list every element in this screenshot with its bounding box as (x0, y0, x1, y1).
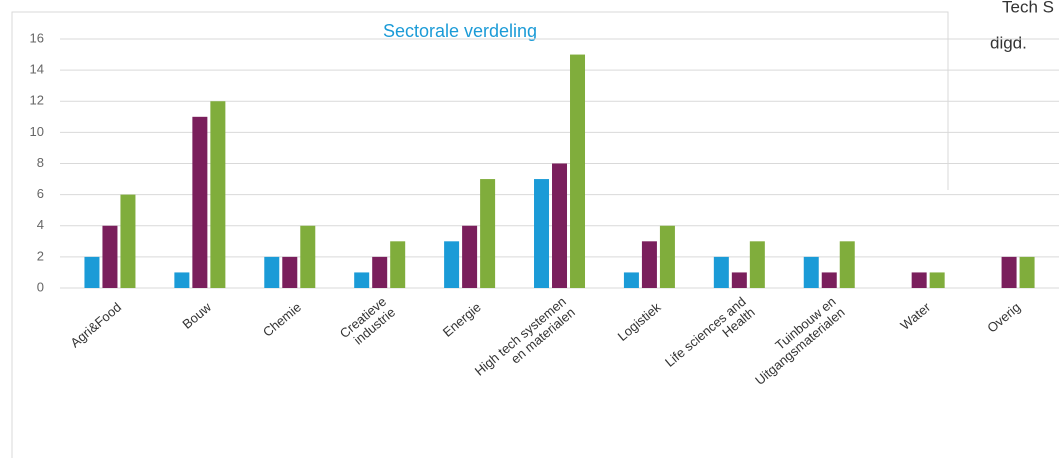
bar (102, 225, 118, 288)
x-tick-label: Agri&Food (67, 299, 124, 350)
bar (264, 256, 280, 288)
bar (354, 272, 370, 288)
bar (192, 116, 208, 288)
bar (570, 54, 586, 288)
x-tick-label: Logistiek (615, 299, 664, 344)
x-tick-label: Life sciences andHealth (662, 294, 758, 381)
bar (821, 272, 837, 288)
y-tick-label: 14 (30, 62, 44, 77)
bar (839, 241, 855, 288)
x-tick-label: Chemie (260, 299, 304, 339)
side-text: digd. (990, 33, 1027, 52)
bar (929, 272, 945, 288)
bar (911, 272, 927, 288)
bar (1019, 256, 1035, 288)
bar (390, 241, 406, 288)
bar (534, 179, 550, 288)
bar (803, 256, 819, 288)
bar (84, 256, 100, 288)
bar (623, 272, 639, 288)
y-tick-label: 12 (30, 93, 44, 108)
y-tick-label: 2 (37, 248, 44, 263)
bar (749, 241, 765, 288)
chart-frame (11, 11, 949, 458)
x-tick-label: Bouw (179, 299, 214, 332)
bar (731, 272, 747, 288)
y-tick-label: 0 (37, 279, 44, 294)
chart-title: Sectorale verdeling (383, 21, 537, 41)
side-text: Tech S (1002, 0, 1054, 16)
bar (462, 225, 478, 288)
bar (641, 241, 657, 288)
bar (120, 194, 136, 288)
x-tick-label: Overig (984, 299, 1023, 335)
bar (713, 256, 729, 288)
bar (480, 179, 496, 288)
bar (1001, 256, 1017, 288)
bar (659, 225, 675, 288)
bar (372, 256, 388, 288)
x-tick-label: High tech systemenen materialen (472, 294, 578, 390)
y-tick-label: 16 (30, 30, 44, 45)
y-tick-label: 10 (30, 124, 44, 139)
y-tick-label: 8 (37, 155, 44, 170)
y-tick-label: 6 (37, 186, 44, 201)
bar (552, 163, 568, 288)
x-tick-label: Energie (440, 299, 484, 339)
bar (210, 101, 226, 288)
bar (444, 241, 460, 288)
bar (282, 256, 298, 288)
y-tick-label: 4 (37, 217, 44, 232)
x-tick-label: Creatieveindustrie (337, 294, 398, 352)
x-tick-label: Water (897, 299, 933, 333)
x-tick-label: Tuinbouw enUitgangsmaterialen (743, 294, 847, 388)
bar (174, 272, 190, 288)
bar (300, 225, 316, 288)
